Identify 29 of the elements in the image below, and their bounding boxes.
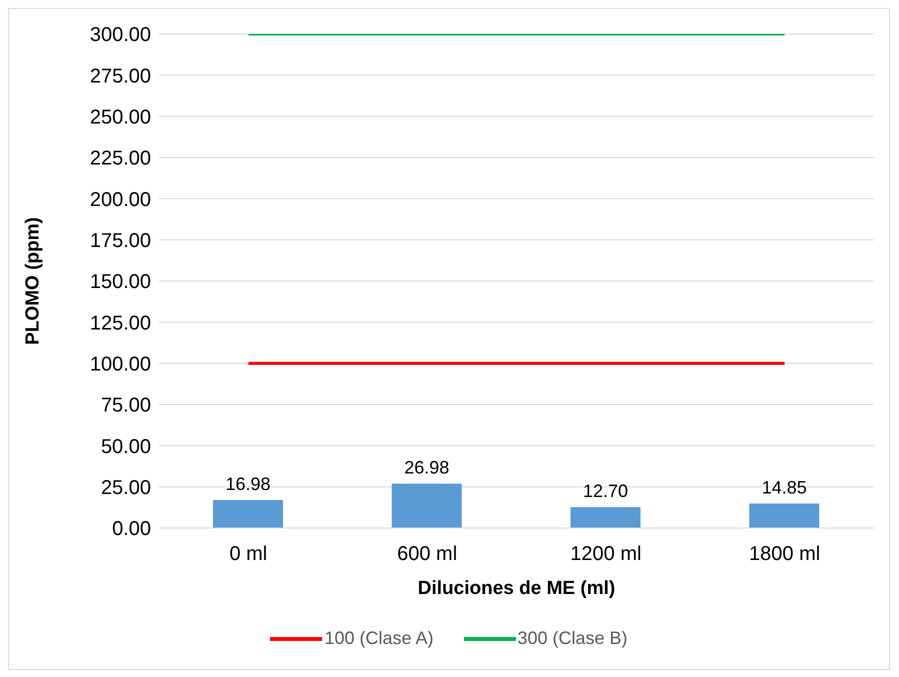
y-tick-label: 300.00 (90, 24, 151, 46)
bar (213, 500, 283, 528)
legend-label: 300 (Clase B) (518, 628, 628, 649)
y-axis-title: PLOMO (ppm) (22, 217, 44, 345)
data-label: 16.98 (225, 474, 271, 494)
data-label: 12.70 (582, 481, 628, 502)
y-tick-label: 25.00 (100, 476, 151, 499)
bar (749, 504, 820, 528)
x-tick-label: 0 ml (229, 543, 268, 566)
y-tick-label: 250.00 (90, 106, 151, 128)
x-tick-label: 1200 ml (570, 543, 642, 566)
data-label: 26.98 (404, 458, 450, 478)
x-tick-label: 1800 ml (749, 543, 820, 566)
y-tick-label: 100.00 (90, 353, 151, 376)
x-axis-title: Diluciones de ME (ml) (418, 578, 616, 599)
data-label: 14.85 (762, 478, 807, 498)
y-tick-label: 150.00 (90, 271, 151, 294)
bar (570, 507, 640, 528)
y-tick-label: 0.00 (112, 518, 151, 540)
y-tick-label: 275.00 (90, 65, 151, 88)
y-tick-label: 125.00 (90, 312, 151, 334)
y-tick-label: 75.00 (100, 394, 151, 417)
y-tick-label: 225.00 (90, 148, 151, 170)
y-tick-label: 200.00 (90, 188, 151, 211)
y-tick-label: 175.00 (90, 230, 151, 252)
bar (392, 484, 462, 528)
x-tick-label: 600 ml (397, 543, 458, 566)
y-tick-label: 50.00 (100, 436, 151, 458)
legend-label: 100 (Clase A) (324, 628, 434, 649)
